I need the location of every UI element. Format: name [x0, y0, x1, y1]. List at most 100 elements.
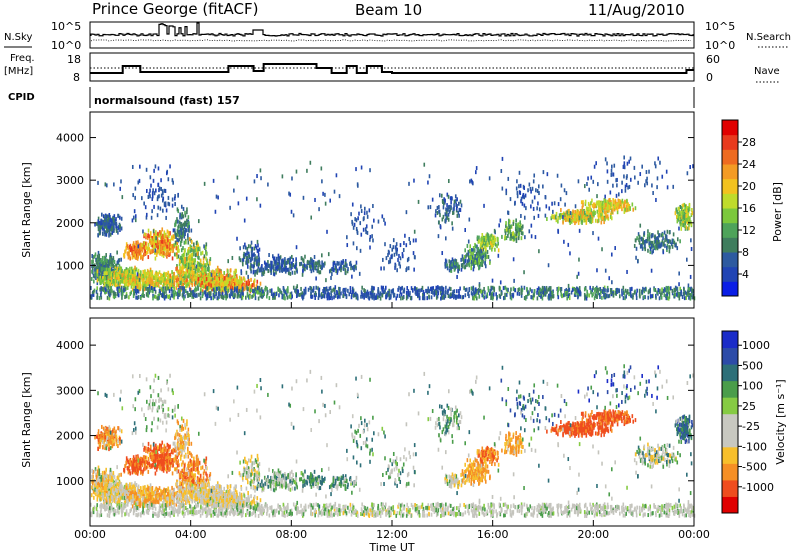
- power-cell: [117, 267, 120, 272]
- power-cell: [368, 208, 371, 213]
- power-cell: [519, 225, 521, 230]
- power-cell: [312, 259, 315, 264]
- power-cell: [473, 264, 475, 269]
- power-cell: [666, 286, 669, 291]
- power-cell: [101, 212, 103, 217]
- power-cell: [103, 227, 105, 232]
- power-cell: [135, 276, 138, 281]
- power-cell: [164, 243, 166, 248]
- power-cell: [169, 248, 172, 253]
- power-cell: [484, 290, 486, 295]
- power-cell: [597, 215, 600, 220]
- power-cell: [253, 261, 255, 266]
- power-cell: [688, 291, 690, 296]
- power-cell: [161, 252, 163, 257]
- power-cell: [94, 271, 96, 276]
- power-cell: [453, 203, 455, 208]
- power-cell: [342, 260, 344, 265]
- power-cell: [272, 265, 274, 270]
- power-cell: [192, 264, 195, 269]
- power-cell: [519, 183, 522, 188]
- power-cell: [204, 263, 206, 268]
- power-cell: [263, 291, 266, 296]
- power-cell: [675, 207, 678, 212]
- power-cell: [153, 191, 156, 196]
- power-cell: [166, 254, 168, 259]
- power-cell: [504, 231, 507, 236]
- power-cell: [187, 215, 190, 220]
- power-cell: [163, 188, 166, 193]
- power-cell: [232, 278, 235, 283]
- power-cell: [452, 210, 455, 215]
- power-cell: [559, 197, 562, 202]
- power-cell: [626, 174, 628, 179]
- power-cell: [97, 219, 100, 224]
- power-cell: [151, 270, 154, 275]
- power-cell: [169, 273, 172, 278]
- power-cell: [116, 272, 118, 277]
- power-cell: [361, 294, 364, 299]
- power-cell: [679, 286, 682, 291]
- power-cell: [457, 210, 460, 215]
- power-cell: [317, 286, 319, 291]
- power-cell: [140, 246, 142, 251]
- power-cell: [112, 294, 115, 299]
- power-cell: [249, 288, 252, 293]
- power-cell: [239, 258, 242, 263]
- power-cell: [444, 198, 446, 203]
- power-cell: [401, 285, 403, 290]
- power-cell: [183, 265, 185, 270]
- power-cell: [159, 240, 161, 245]
- power-cell: [568, 211, 570, 216]
- power-cell: [238, 285, 240, 290]
- power-cell: [100, 290, 102, 295]
- power-cell: [155, 230, 157, 235]
- power-cell: [102, 276, 104, 281]
- power-cell: [284, 257, 286, 262]
- power-cell: [126, 244, 129, 249]
- power-cell: [135, 295, 137, 300]
- power-cell: [610, 211, 613, 216]
- power-cell: [531, 289, 533, 294]
- power-cell: [98, 257, 100, 262]
- power-cell: [390, 254, 393, 259]
- power-cell: [590, 201, 592, 206]
- power-cell: [130, 275, 133, 280]
- power-cell: [472, 251, 474, 256]
- power-cell: [294, 264, 296, 269]
- power-cell: [158, 230, 161, 235]
- power-cell: [127, 280, 130, 285]
- power-cell: [173, 280, 176, 285]
- power-cell: [628, 292, 630, 297]
- power-cell: [133, 245, 136, 250]
- power-cell: [577, 220, 580, 225]
- power-cell: [154, 256, 157, 261]
- power-cell: [481, 232, 484, 237]
- power-cell: [183, 286, 186, 291]
- power-cell: [149, 231, 152, 236]
- power-cell: [489, 236, 492, 241]
- power-cell: [192, 277, 195, 282]
- power-cell: [464, 265, 466, 270]
- power-cell: [344, 261, 347, 266]
- power-cell: [201, 280, 203, 285]
- power-cell: [623, 209, 626, 214]
- power-cell: [215, 273, 218, 278]
- power-cell: [182, 206, 185, 211]
- power-cell: [166, 244, 168, 249]
- power-cell: [487, 254, 490, 259]
- power-cell: [157, 278, 159, 283]
- power-cell: [217, 286, 220, 291]
- power-cell: [380, 266, 382, 271]
- power-cell: [638, 292, 641, 297]
- power-cell: [154, 280, 156, 285]
- power-cell: [159, 244, 162, 249]
- power-cell: [213, 279, 216, 284]
- power-cell: [683, 219, 685, 224]
- date-title: 11/Aug/2010: [588, 1, 685, 19]
- power-cell: [163, 247, 165, 252]
- power-cell: [253, 252, 255, 257]
- power-cell: [238, 275, 241, 280]
- power-cell: [239, 284, 241, 289]
- power-cell: [123, 279, 126, 284]
